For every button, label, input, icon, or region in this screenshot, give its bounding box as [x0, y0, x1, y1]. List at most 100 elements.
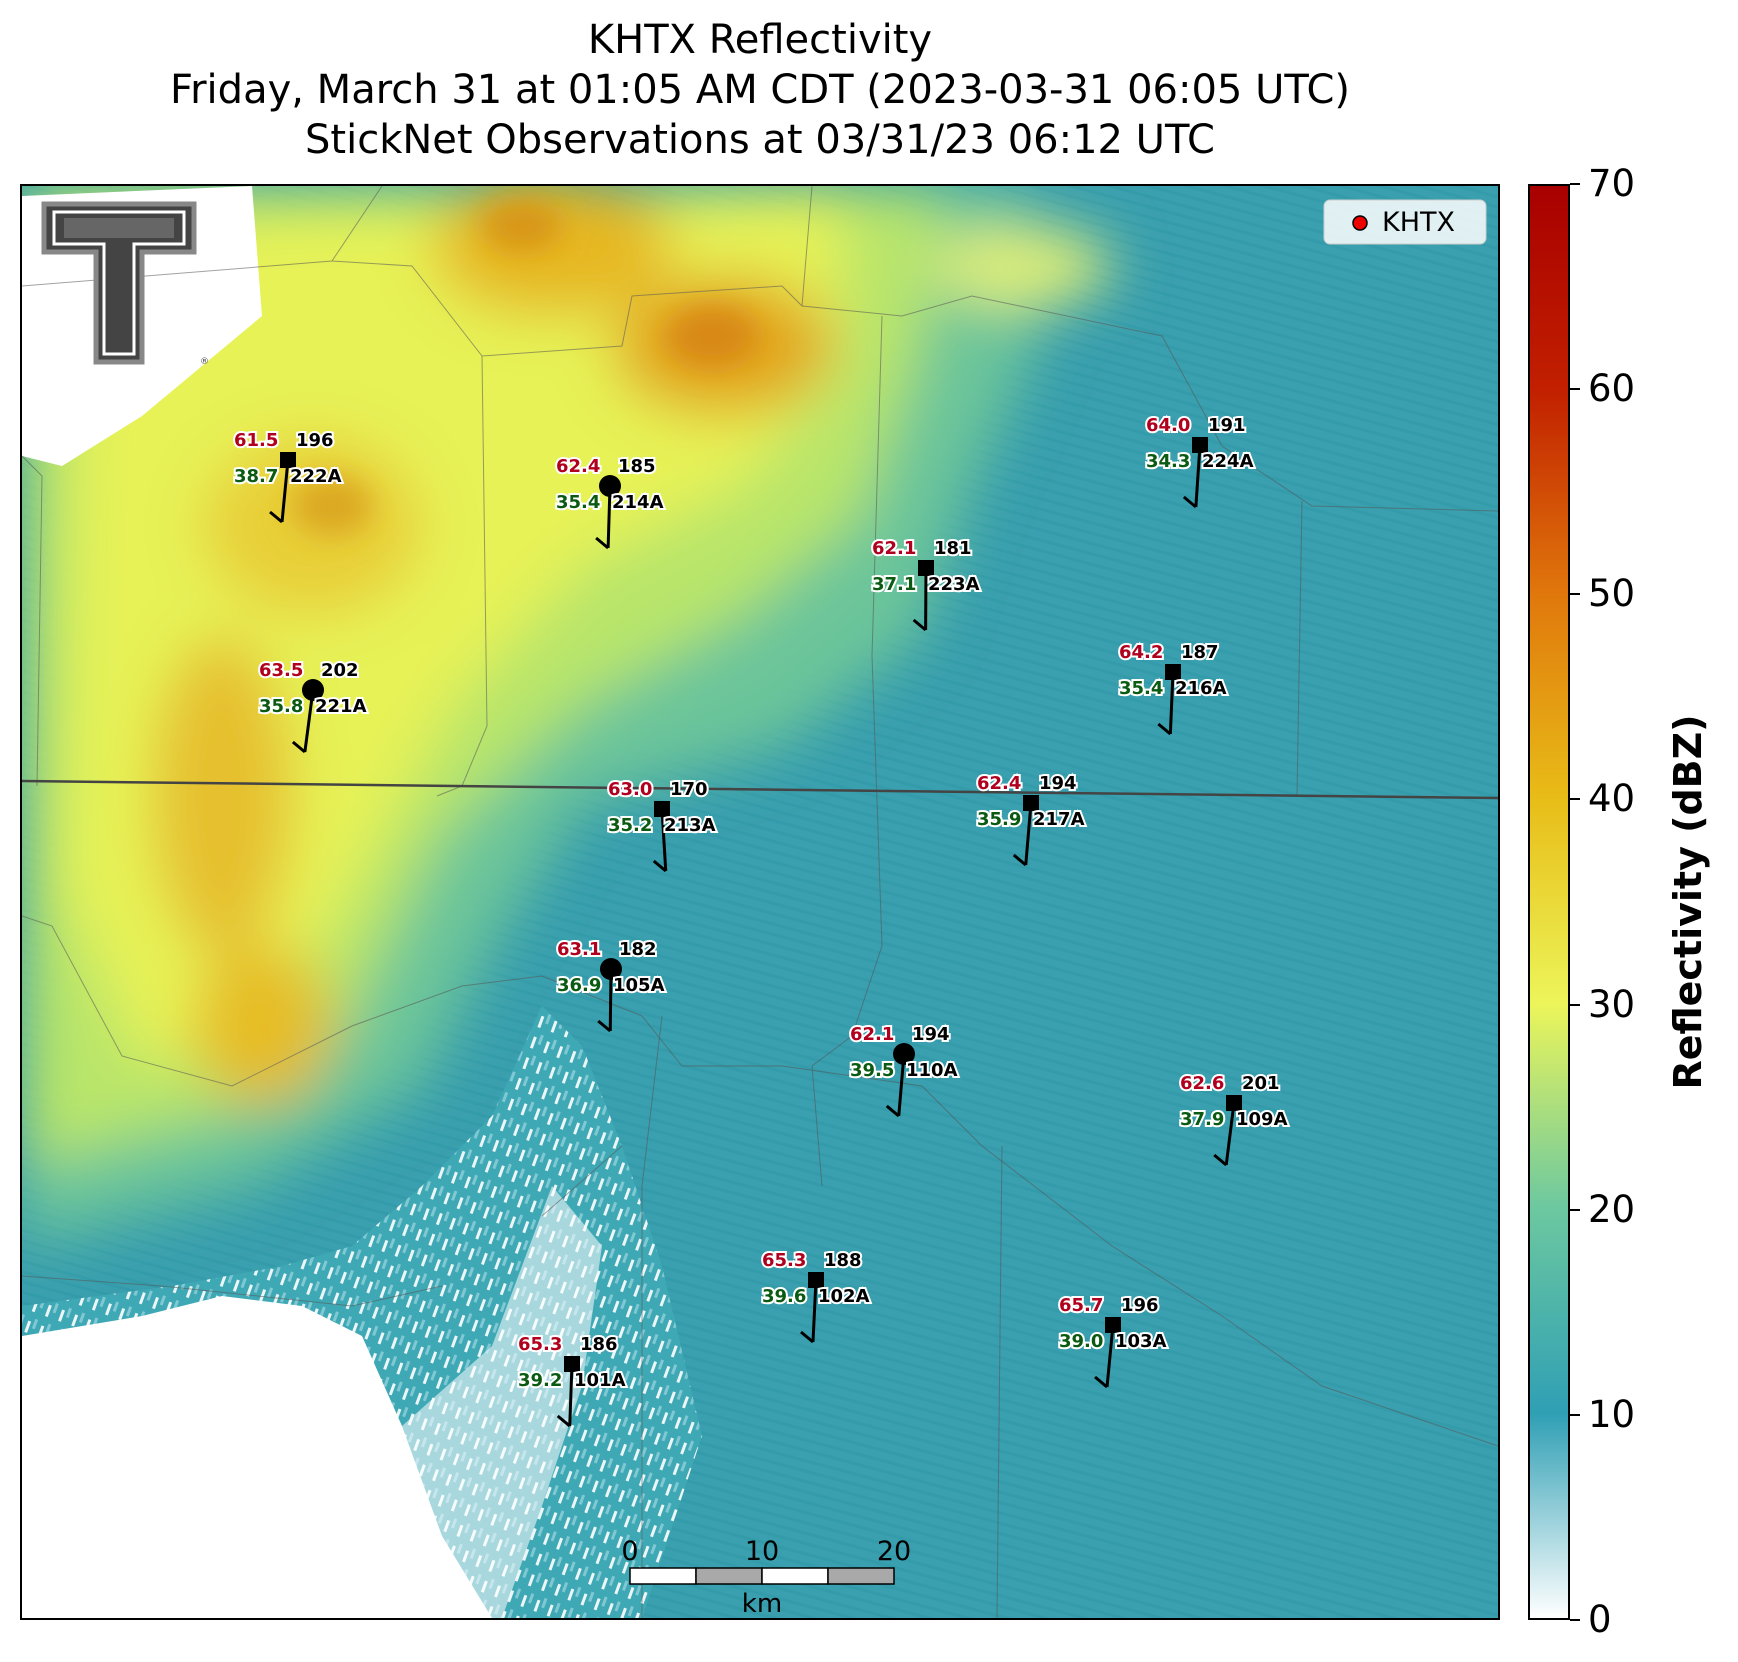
station-id: 109A: [1236, 1109, 1288, 1130]
station-wind-direction: 196: [296, 430, 334, 451]
clear-air-region: [22, 1006, 702, 1618]
title-time: Friday, March 31 at 01:05 AM CDT (2023-0…: [170, 67, 1350, 113]
station-id: 217A: [1033, 809, 1085, 830]
station-id: 105A: [613, 975, 665, 996]
colorbar-tick-mark: [1570, 1003, 1580, 1006]
station-dewpoint: 35.2: [608, 815, 652, 836]
station-id: 223A: [928, 574, 980, 595]
colorbar-label: Reflectivity (dBZ): [1666, 714, 1710, 1090]
station-105A[interactable]: 63.1 182 36.9 105A: [555, 937, 667, 1033]
station-id: 213A: [664, 815, 716, 836]
county-boundaries: [22, 186, 1498, 1618]
wind-barb-staff: [1224, 1102, 1236, 1166]
colorbar-tick-mark: [1570, 183, 1580, 185]
station-id: 221A: [315, 696, 367, 717]
station-wind-direction: 202: [321, 660, 359, 681]
wind-barb-staff: [1105, 1324, 1115, 1388]
scale-unit: km: [742, 1589, 782, 1618]
legend-label: KHTX: [1382, 207, 1455, 238]
station-101A[interactable]: 65.3 186 39.2 101A: [516, 1332, 628, 1428]
station-wind-direction: 170: [670, 779, 708, 800]
wind-barb-staff: [280, 459, 290, 523]
colorbar-tick-label: 20: [1588, 1187, 1636, 1231]
scale-tick-10: 10: [745, 1536, 779, 1567]
wind-barb-flag: [595, 536, 610, 550]
station-dewpoint: 37.1: [872, 574, 916, 595]
station-temperature: 61.5: [234, 430, 278, 451]
station-temperature: 63.0: [608, 779, 652, 800]
scale-tick-20: 20: [877, 1536, 911, 1567]
station-wind-direction: 188: [824, 1250, 862, 1271]
wind-barb-flag: [1012, 853, 1027, 867]
station-circle-marker: [600, 958, 622, 980]
title-observations: StickNet Observations at 03/31/23 06:12 …: [305, 117, 1215, 163]
wind-barb-staff: [1194, 444, 1202, 508]
radar-map-canvas: 61.5 196 38.7 222A 62.4 185 35.4 214A 64.0 191 34.…: [22, 186, 1498, 1618]
station-dewpoint: 37.9: [1180, 1109, 1224, 1130]
wind-barb-flag: [1094, 1375, 1108, 1389]
wind-barb-flag: [1213, 1153, 1228, 1167]
stickney-stations: 61.5 196 38.7 222A 62.4 185 35.4 214A 64.0 191 34.…: [232, 413, 1290, 1428]
wind-barb-flag: [800, 1330, 814, 1344]
colorbar-tick-label: 10: [1588, 1392, 1636, 1436]
station-wind-direction: 201: [1242, 1073, 1280, 1094]
station-square-marker: [1105, 1317, 1121, 1333]
wind-barb-flag: [912, 618, 927, 632]
colorbar-tick-label: 70: [1588, 162, 1636, 205]
station-dewpoint: 35.4: [556, 492, 600, 513]
station-dewpoint: 35.8: [259, 696, 303, 717]
station-221A[interactable]: 63.5 202 35.8 221A: [257, 658, 369, 754]
station-dewpoint: 35.4: [1119, 678, 1163, 699]
scale-bar: 0 10 20 km: [621, 1536, 911, 1618]
wind-barb-flag: [652, 859, 667, 873]
wind-barb-flag: [556, 1414, 571, 1428]
colorbar-tick-mark: [1570, 798, 1580, 801]
station-square-marker: [1023, 795, 1039, 811]
wind-barb-flag: [1182, 495, 1197, 509]
scale-tick-0: 0: [621, 1536, 638, 1567]
colorbar-tick-mark: [1570, 593, 1580, 596]
station-id: 216A: [1175, 678, 1227, 699]
colorbar-tick-label: 60: [1588, 367, 1636, 411]
colorbar-tick-mark: [1570, 1208, 1580, 1211]
station-temperature: 65.3: [518, 1334, 562, 1355]
station-id: 222A: [290, 466, 342, 487]
station-224A[interactable]: 64.0 191 34.3 224A: [1144, 413, 1256, 509]
colorbar-tick-label: 40: [1588, 777, 1636, 821]
station-223A[interactable]: 62.1 181 37.1 223A: [870, 536, 982, 632]
station-wind-direction: 194: [912, 1024, 950, 1045]
map-legend: KHTX: [1323, 199, 1487, 245]
station-102A[interactable]: 65.3 188 39.6 102A: [760, 1248, 872, 1344]
station-id: 103A: [1115, 1331, 1167, 1352]
colorbar-tick-label: 50: [1588, 572, 1636, 616]
station-wind-direction: 181: [934, 538, 972, 559]
wind-barb-flag: [1157, 722, 1172, 736]
state-boundary: [22, 779, 1498, 800]
station-wind-direction: 194: [1039, 773, 1077, 794]
station-110A[interactable]: 62.1 194 39.5 110A: [848, 1022, 960, 1118]
radar-map[interactable]: 61.5 196 38.7 222A 62.4 185 35.4 214A 64.0 191 34.…: [20, 184, 1500, 1620]
station-dewpoint: 39.5: [850, 1060, 894, 1081]
station-id: 224A: [1202, 451, 1254, 472]
station-square-marker: [1226, 1095, 1242, 1111]
station-square-marker: [808, 1272, 824, 1288]
station-217A[interactable]: 62.4 194 35.9 217A: [975, 771, 1087, 867]
station-216A[interactable]: 64.2 187 35.4 216A: [1117, 640, 1229, 736]
station-square-marker: [564, 1356, 580, 1372]
station-103A[interactable]: 65.7 196 39.0 103A: [1057, 1293, 1169, 1389]
wind-barb-staff: [1168, 671, 1175, 735]
svg-text:®: ®: [200, 357, 209, 367]
station-wind-direction: 196: [1121, 1295, 1159, 1316]
wind-barb-staff: [660, 808, 668, 872]
station-213A[interactable]: 63.0 170 35.2 213A: [606, 777, 718, 873]
station-wind-direction: 186: [580, 1334, 618, 1355]
station-temperature: 63.5: [259, 660, 303, 681]
station-222A[interactable]: 61.5 196 38.7 222A: [232, 428, 344, 524]
station-109A[interactable]: 62.6 201 37.9 109A: [1178, 1071, 1290, 1167]
wind-barb-flag: [597, 1019, 612, 1033]
station-wind-direction: 191: [1208, 415, 1246, 436]
reflectivity-field: [22, 186, 1112, 1246]
station-214A[interactable]: 62.4 185 35.4 214A: [554, 454, 666, 550]
station-temperature: 64.2: [1119, 642, 1163, 663]
station-circle-marker: [599, 475, 621, 497]
